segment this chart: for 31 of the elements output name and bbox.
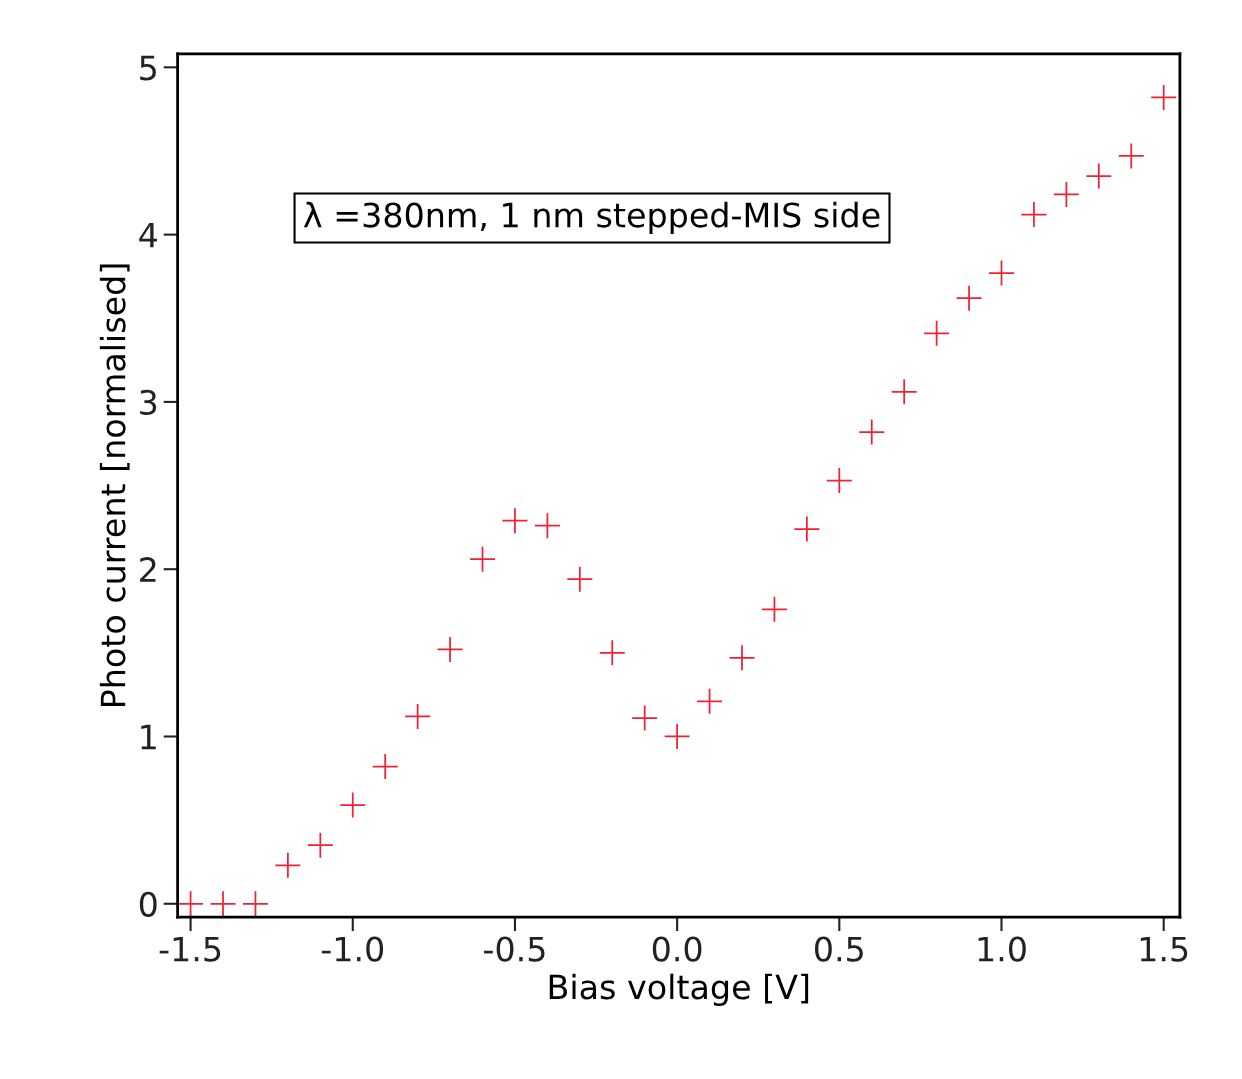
y-axis-title: Photo current [normalised] bbox=[99, 264, 130, 707]
annotation: λ =380nm, 1 nm stepped-MIS side bbox=[303, 201, 880, 235]
point bbox=[1086, 163, 1112, 189]
point bbox=[1118, 143, 1144, 169]
x-tick-label: 1.0 bbox=[978, 936, 1026, 962]
y-tick-label: 4 bbox=[139, 222, 157, 248]
x-tick-label: -1.0 bbox=[321, 936, 384, 962]
point bbox=[794, 516, 820, 542]
y-tick-label: 2 bbox=[140, 557, 156, 582]
point bbox=[859, 419, 885, 445]
y-tick-label: 1 bbox=[141, 724, 156, 750]
x-tick-label: 1.5 bbox=[1140, 936, 1188, 962]
y-tick-label: 0 bbox=[139, 891, 157, 917]
point bbox=[729, 645, 755, 671]
x-tick-label: 0.5 bbox=[815, 936, 863, 962]
x-axis-title: Bias voltage [V] bbox=[549, 973, 809, 1006]
x-tick-label: -1.5 bbox=[159, 936, 221, 962]
point bbox=[567, 566, 593, 592]
x-tick-label: -0.5 bbox=[484, 936, 545, 962]
y-tick-label: 3 bbox=[140, 389, 157, 416]
point bbox=[502, 508, 528, 534]
point bbox=[956, 285, 982, 311]
point bbox=[275, 852, 301, 878]
x-tick-label: 0.0 bbox=[652, 936, 702, 962]
point bbox=[891, 379, 917, 405]
point bbox=[599, 640, 625, 666]
point bbox=[210, 891, 236, 917]
point bbox=[307, 832, 333, 858]
y-tick-label: 5 bbox=[140, 55, 156, 81]
point bbox=[340, 792, 366, 818]
point bbox=[632, 705, 658, 731]
